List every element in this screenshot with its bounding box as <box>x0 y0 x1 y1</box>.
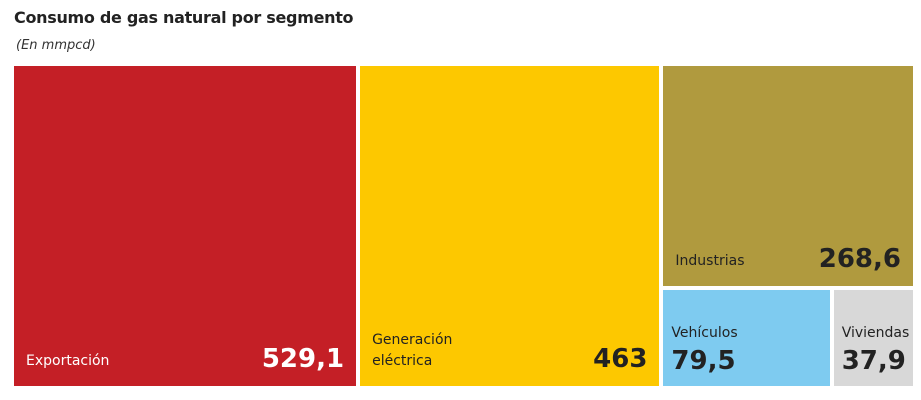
value-label: 463 <box>593 344 648 374</box>
cell-label: Generación eléctrica <box>372 332 453 369</box>
chart-title: Consumo de gas natural por segmento <box>14 8 354 27</box>
cell-label: Exportación <box>26 353 110 369</box>
treemap-cell: Viviendas 37,9 <box>833 289 913 386</box>
treemap-cell: Industrias 268,6 <box>663 66 913 286</box>
treemap-cell: Generación eléctrica 463 <box>360 66 660 386</box>
cell-label: Vehículos <box>671 324 738 341</box>
cell-label: Viviendas <box>841 324 910 341</box>
chart-subtitle: (En mmpcd) <box>16 38 96 53</box>
value-label: 529,1 <box>261 344 345 374</box>
value-label: 268,6 <box>818 243 901 274</box>
value-label: 37,9 <box>841 345 906 376</box>
value-label: 79,5 <box>671 345 736 376</box>
treemap-cell: Vehículos 79,5 <box>663 289 830 386</box>
cell-label: Industrias <box>675 252 745 269</box>
treemap-cell: Exportación 529,1 <box>14 66 357 386</box>
